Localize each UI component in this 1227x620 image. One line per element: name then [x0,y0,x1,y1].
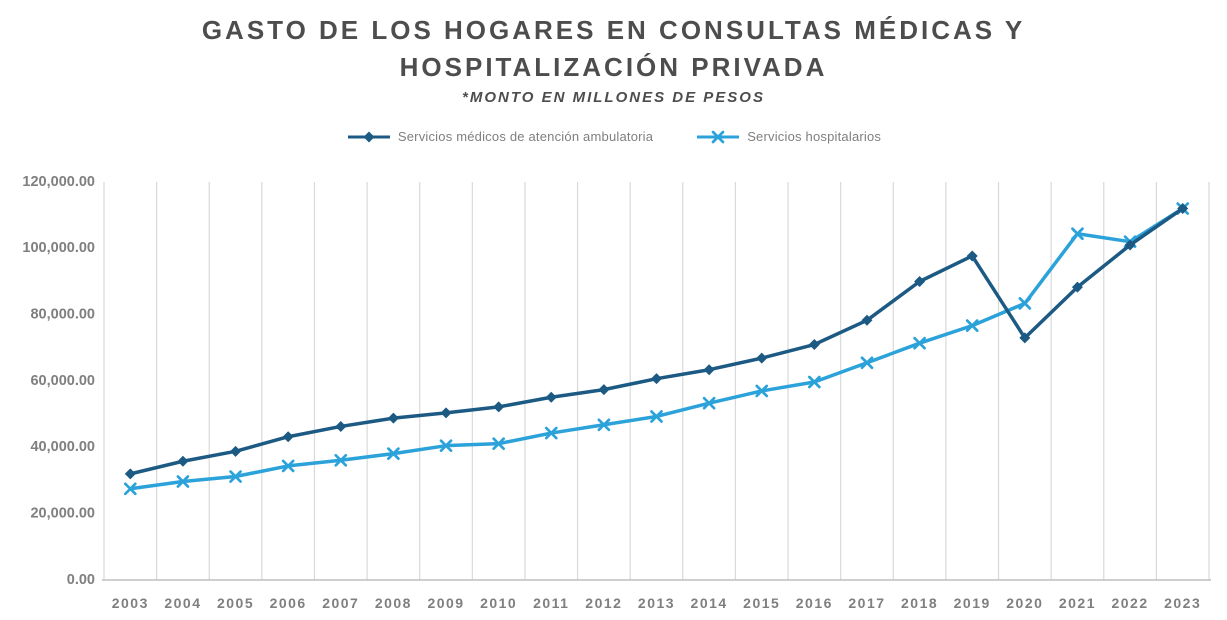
x-tick-label: 2009 [427,595,464,611]
x-marker [913,336,926,350]
series-hospitalarios [123,202,1190,496]
diamond-line-marker-icon [347,131,390,142]
x-marker [544,426,558,440]
diamond-marker [703,364,715,376]
x-marker [755,384,769,398]
x-marker [492,437,505,451]
x-marker [597,418,611,432]
x-marker [229,470,242,483]
x-tick-label: 2008 [375,595,412,611]
x-tick-label: 2020 [1006,595,1043,611]
x-marker [650,410,663,423]
chart-title-line-2: HOSPITALIZACIÓN PRIVADA [399,52,828,82]
x-marker [281,459,295,473]
x-tick-label: 2015 [743,595,780,611]
diamond-marker [1071,281,1083,293]
x-marker [965,319,979,332]
diamond-marker [363,131,375,142]
x-tick-label: 2004 [164,595,201,611]
diamond-marker [808,339,820,351]
diamond-marker [282,431,294,443]
diamond-marker [1019,332,1031,344]
diamond-marker [230,445,242,457]
x-marker [439,439,453,453]
x-marker [702,396,716,410]
y-tick-label: 20,000.00 [30,505,95,521]
x-marker [808,375,821,389]
gridlines [103,182,1210,580]
chart-subtitle: *MONTO EN MILLONES DE PESOS [462,89,765,106]
x-tick-label: 2023 [1164,595,1201,611]
diamond-marker [493,401,505,413]
x-tick-label: 2021 [1059,595,1096,611]
y-tick-label: 80,000.00 [30,306,95,322]
y-tick-label: 60,000.00 [30,373,95,389]
series-line [128,206,1185,491]
x-tick-label: 2019 [954,595,991,611]
legend-label-hospitalarios: Servicios hospitalarios [747,129,882,144]
diamond-marker [335,420,347,432]
diamond-marker [1124,239,1136,251]
chart-legend: Servicios médicos de atención ambulatori… [0,129,1227,144]
x-tick-label: 2010 [480,595,517,611]
x-tick-label: 2005 [217,595,254,611]
x-tick-label: 2013 [638,595,675,611]
x-tick-label: 2003 [112,595,149,611]
x-tick-label: 2006 [270,595,307,611]
diamond-marker [1177,203,1189,215]
x-marker [1071,227,1084,241]
diamond-marker [756,352,768,364]
x-marker [123,482,137,496]
legend-item-hospitalarios: Servicios hospitalarios [695,129,881,144]
diamond-marker [387,412,399,424]
diamond-marker [545,391,557,403]
x-axis-labels: 2003 2004 2005 2006 2007 2008 2009 2010 2011 2012… [112,595,1201,611]
legend-item-ambulatoria: Servicios médicos de atención ambulatori… [346,129,653,144]
diamond-marker [651,373,662,385]
x-marker [711,130,725,143]
x-tick-label: 2016 [796,595,833,611]
diamond-marker [598,384,610,396]
chart-title-block: GASTO DE LOS HOGARES EN CONSULTAS MÉDICA… [0,12,1227,106]
legend-label-ambulatoria: Servicios médicos de atención ambulatori… [397,129,654,144]
x-tick-label: 2017 [848,595,885,611]
y-tick-label: 120,000.00 [22,174,95,190]
x-tick-label: 2014 [691,595,728,611]
x-marker [334,453,348,467]
x-marker [387,447,400,460]
x-tick-label: 2022 [1111,595,1148,611]
diamond-marker [914,276,926,287]
diamond-marker [124,468,136,480]
diamond-marker [861,314,873,326]
x-tick-label: 2012 [585,595,622,611]
x-tick-label: 2018 [901,595,938,611]
x-tick-label: 2011 [533,595,569,611]
diamond-marker [440,407,452,419]
x-line-marker-icon [697,130,740,143]
x-tick-label: 2007 [322,595,359,611]
diamond-marker [966,250,978,262]
diamond-marker [177,455,189,467]
x-marker [176,475,190,488]
y-tick-label: 40,000.00 [30,439,95,455]
y-axis-labels: 0.00 20,000.00 40,000.00 60,000.00 80,000.00… [22,174,95,588]
y-tick-label: 0.00 [67,572,95,588]
x-marker [1018,297,1032,310]
series-ambulatoria [124,203,1189,480]
y-tick-label: 100,000.00 [22,240,95,256]
x-marker [860,356,874,370]
chart-title-line-1: GASTO DE LOS HOGARES EN CONSULTAS MÉDICA… [201,15,1026,45]
